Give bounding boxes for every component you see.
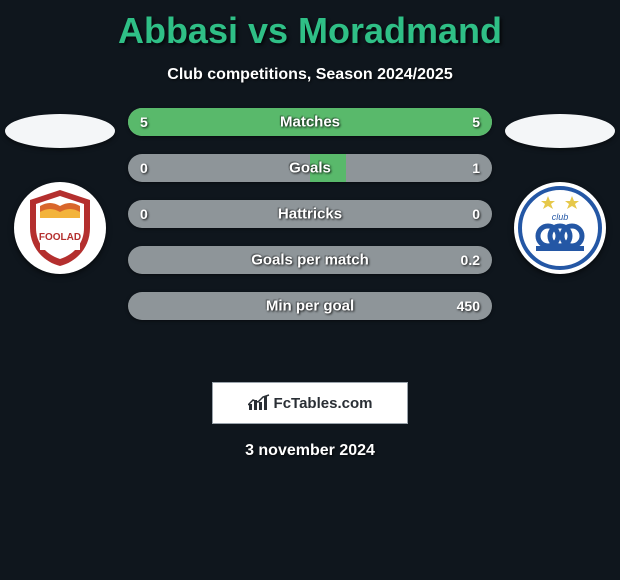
stat-bar: Matches55 bbox=[128, 108, 492, 136]
team-right: club bbox=[500, 114, 620, 274]
stat-value-right: 0.2 bbox=[461, 252, 480, 268]
club-badge-right: club bbox=[514, 182, 606, 274]
stat-bar: Min per goal450 bbox=[128, 292, 492, 320]
shield-icon: club bbox=[514, 182, 606, 274]
player-photo-right bbox=[505, 114, 615, 148]
brand-text: FcTables.com bbox=[274, 395, 373, 412]
stat-value-right: 5 bbox=[472, 114, 480, 130]
bar-chart-icon bbox=[248, 394, 270, 412]
stat-value-left: 0 bbox=[140, 160, 148, 176]
club-badge-left: FOOLAD bbox=[14, 182, 106, 274]
stat-bar: Goals per match0.2 bbox=[128, 246, 492, 274]
svg-text:club: club bbox=[552, 212, 569, 222]
subtitle: Club competitions, Season 2024/2025 bbox=[0, 66, 620, 84]
stat-value-left: 0 bbox=[140, 206, 148, 222]
svg-text:FOOLAD: FOOLAD bbox=[39, 232, 81, 243]
brand-box: FcTables.com bbox=[212, 382, 408, 424]
date-text: 3 november 2024 bbox=[0, 442, 620, 460]
stat-bars: Matches55Goals01Hattricks00Goals per mat… bbox=[128, 108, 492, 320]
stat-value-right: 450 bbox=[457, 298, 480, 314]
shield-icon: FOOLAD bbox=[14, 182, 106, 274]
stat-bar: Hattricks00 bbox=[128, 200, 492, 228]
comparison-arena: FOOLAD club Matches55Goals01Hattricks00G… bbox=[0, 114, 620, 364]
stat-value-left: 5 bbox=[140, 114, 148, 130]
page-title: Abbasi vs Moradmand bbox=[0, 0, 620, 52]
stat-value-right: 0 bbox=[472, 206, 480, 222]
stat-value-right: 1 bbox=[472, 160, 480, 176]
team-left: FOOLAD bbox=[0, 114, 120, 274]
stat-bar: Goals01 bbox=[128, 154, 492, 182]
player-photo-left bbox=[5, 114, 115, 148]
